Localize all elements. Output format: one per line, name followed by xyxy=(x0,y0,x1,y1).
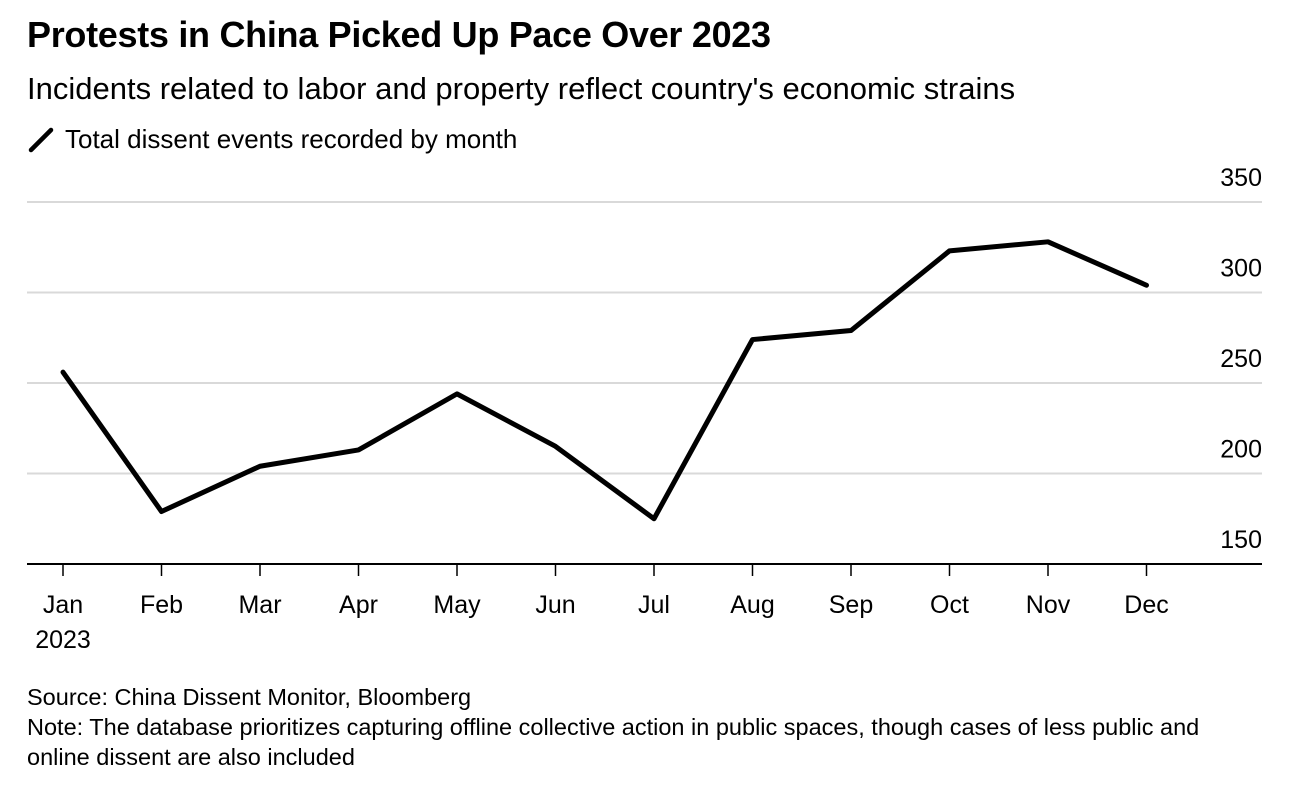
chart-subtitle: Incidents related to labor and property … xyxy=(27,71,1016,106)
x-tick-label: Nov xyxy=(1026,591,1071,619)
legend-line-icon xyxy=(28,127,54,153)
x-tick-label: Feb xyxy=(140,591,183,619)
y-tick-label: 250 xyxy=(1220,345,1262,373)
x-tick-label: Mar xyxy=(238,591,281,619)
source-note: Source: China Dissent Monitor, Bloomberg xyxy=(27,684,472,710)
y-tick-label: 200 xyxy=(1220,436,1262,464)
x-tick-label: May xyxy=(433,591,481,619)
chart-title: Protests in China Picked Up Pace Over 20… xyxy=(27,14,771,55)
x-tick-label: Jun xyxy=(535,591,575,619)
x-tick-label: Sep xyxy=(829,591,873,619)
y-tick-label: 350 xyxy=(1220,164,1262,192)
x-tick-label: Jan xyxy=(43,591,83,619)
y-tick-label: 300 xyxy=(1220,255,1262,283)
line-chart: 150 200 250 300 350 Jan Feb Mar Apr May Jun Jul Aug S… xyxy=(27,164,1262,654)
x-tick-label: Apr xyxy=(339,591,378,619)
x-tick-label: Aug xyxy=(730,591,774,619)
y-tick-label: 150 xyxy=(1220,526,1262,554)
x-tick-label: Jul xyxy=(638,591,670,619)
x-tick-label: Dec xyxy=(1124,591,1168,619)
legend-label: Total dissent events recorded by month xyxy=(65,123,518,154)
series-line xyxy=(60,239,1149,522)
x-year-label: 2023 xyxy=(35,626,91,654)
legend: Total dissent events recorded by month xyxy=(27,122,517,156)
data-note: Note: The database prioritizes capturing… xyxy=(27,714,1200,770)
footer: Source: China Dissent Monitor, Bloomberg… xyxy=(27,682,1247,772)
x-tick-label: Oct xyxy=(930,591,969,619)
